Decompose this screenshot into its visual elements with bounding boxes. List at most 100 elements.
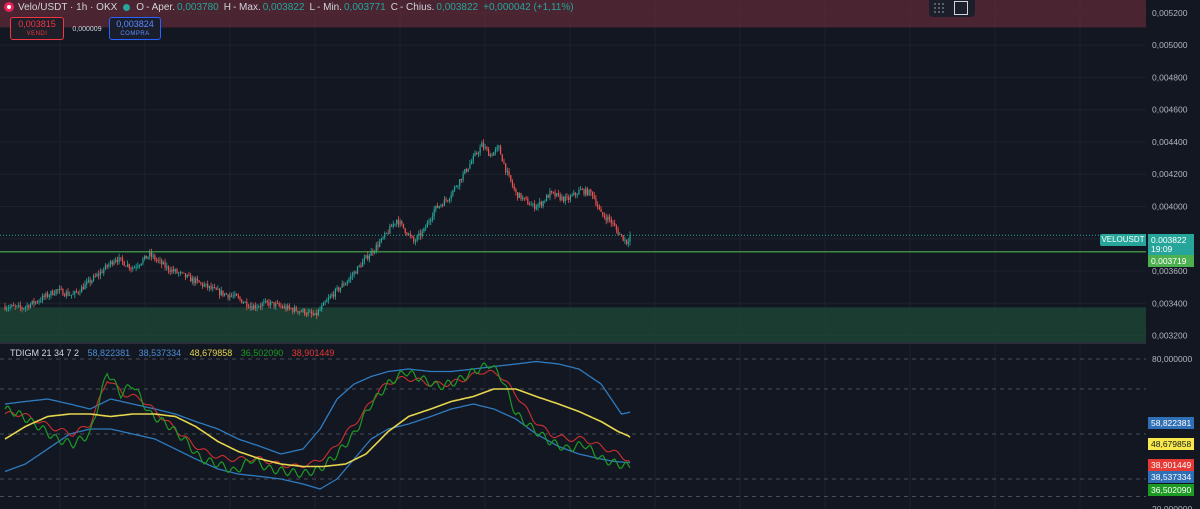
candle-body [457,185,459,187]
candle-body [370,250,372,256]
candle-body [433,209,435,217]
candle-body [115,259,117,262]
candle [91,279,93,285]
candle [276,299,279,305]
candle [104,262,107,271]
candle [239,295,241,302]
candle [138,264,141,269]
candle-body [266,300,268,303]
candle [108,262,110,269]
candle [58,285,61,294]
candle [472,153,474,165]
candle-body [493,152,495,156]
buy-button[interactable]: 0,003824 COMPRA [109,17,161,40]
indicator-line-upper [4,360,631,455]
candle [561,193,563,202]
candle-body [590,189,592,193]
candle [484,144,486,150]
candle-body [518,193,520,199]
dots-grid-icon[interactable] [933,2,945,14]
candle-body [36,301,38,303]
candle [103,267,105,277]
candle-body [108,264,110,267]
candle [336,285,338,292]
candle [605,213,607,225]
candle [213,283,216,289]
candle [476,151,478,156]
candle [162,260,164,265]
open-label: - Aper. [146,1,175,13]
candle [307,308,309,317]
candle [431,212,434,223]
candle [627,237,629,248]
candle-body [612,223,614,224]
candle-body [452,190,454,196]
candle-body [46,293,49,297]
candle-body [205,283,207,285]
price-axis-tick: 0,004200 [1152,169,1188,179]
candle [448,197,451,204]
symbol-title[interactable]: Velo/USDT · 1h · OKX [18,1,118,13]
candle [510,174,512,183]
sell-button[interactable]: 0,003815 VENDI [10,17,64,40]
candle-body [271,301,273,303]
candle [150,248,153,261]
candle-body [147,256,149,259]
candle [588,189,590,197]
candle [297,310,299,315]
indicator-name[interactable]: TDIGM 21 34 7 2 [10,348,80,358]
candle [574,192,577,199]
candle-body [225,293,228,295]
buy-price: 0,003824 [116,19,154,29]
candle-body [528,204,531,206]
candle [14,304,16,311]
candle [118,253,120,265]
support-zone [0,307,1146,342]
candle-body [121,258,124,262]
candle-body [123,261,125,266]
candle-body [87,279,90,282]
candle-body [348,279,350,282]
candle [295,305,297,312]
candle-body [375,244,377,252]
candle-body [629,235,631,242]
candle [532,202,534,208]
candle-body [172,269,175,272]
candle [261,301,263,310]
candle-body [316,312,318,316]
candle [547,194,549,198]
candle-body [338,287,340,291]
fullscreen-icon[interactable] [954,1,968,15]
candle-body [588,189,590,196]
candle [573,189,575,196]
spread-value: 0,000009 [72,26,102,33]
candle [246,298,248,311]
candle-body [530,204,532,206]
candle [89,276,91,287]
candle [4,302,6,311]
candle [624,236,626,245]
candle [218,288,221,299]
candle-body [501,154,503,162]
candle [581,187,583,191]
candle-body [247,306,250,308]
candle [566,193,568,201]
candle [518,192,520,199]
candle [31,300,33,306]
candle-body [288,305,291,309]
candle [281,304,284,309]
candle-body [72,294,74,296]
candle [516,191,519,201]
candle [201,282,204,289]
candle-body [363,258,365,262]
price-axis-tick: 0,003200 [1152,331,1188,341]
candle [86,278,88,289]
candle [270,299,272,309]
candle [350,272,352,283]
candle [614,219,616,227]
candle-body [362,261,364,267]
candle-body [545,195,548,202]
candle [40,297,42,303]
candle [535,204,537,211]
